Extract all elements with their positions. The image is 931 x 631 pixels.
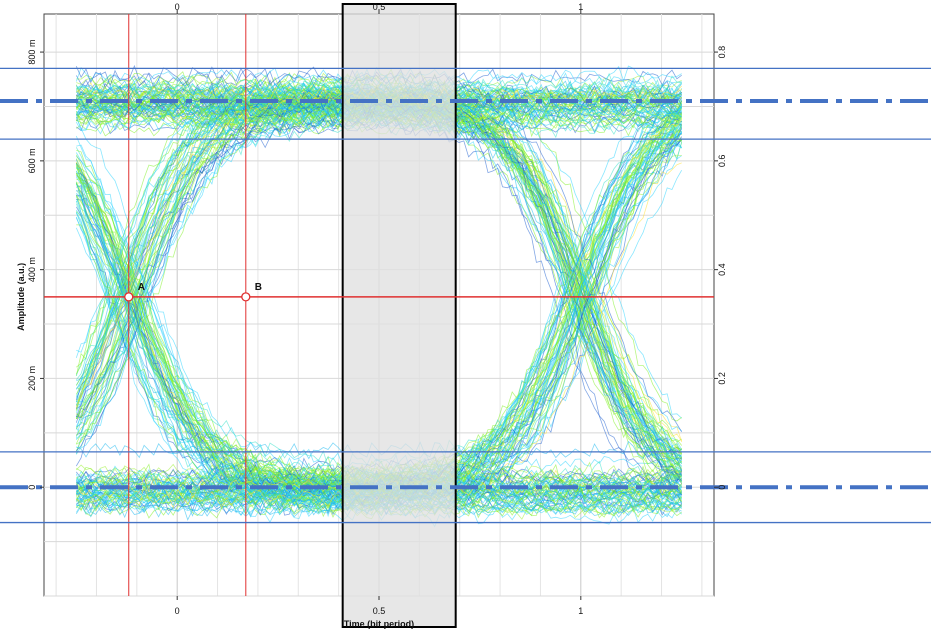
y-tick-label-left: 200 m [27, 366, 37, 391]
marker-point [241, 292, 251, 302]
y-axis-title: Amplitude (a.u.) [16, 263, 26, 331]
x-tick-label-top: 0 [175, 2, 180, 12]
y-tick-label-right: 0 [717, 485, 727, 490]
y-tick-label-right: 0.4 [717, 263, 727, 276]
x-tick-label-bottom: 0.5 [373, 606, 386, 616]
y-tick-label-right: 0.2 [717, 372, 727, 385]
x-tick-label-top: 1 [578, 2, 583, 12]
marker-point [124, 292, 134, 302]
reference-lines-layer [0, 67, 931, 524]
y-tick-label-left: 600 m [27, 148, 37, 173]
marker-label: B [255, 282, 262, 293]
x-tick-label-top: 0.5 [373, 2, 386, 12]
x-axis-title: Time (bit period) [344, 619, 414, 629]
x-tick-label-bottom: 1 [578, 606, 583, 616]
y-tick-label-right: 0.6 [717, 155, 727, 168]
axis-layer: 0 0 0.5 0.5 1 1 Time (bit period) 0 200 m 400 m 60… [16, 2, 727, 629]
y-tick-label-left: 400 m [27, 257, 37, 282]
y-tick-label-right: 0.8 [717, 46, 727, 59]
y-tick-label-left: 0 [27, 485, 37, 490]
sampling-window-layer [341, 3, 457, 628]
marker-label: A [138, 282, 145, 293]
sampling-window [341, 3, 457, 628]
x-tick-label-bottom: 0 [175, 606, 180, 616]
y-tick-label-left: 800 m [27, 40, 37, 65]
